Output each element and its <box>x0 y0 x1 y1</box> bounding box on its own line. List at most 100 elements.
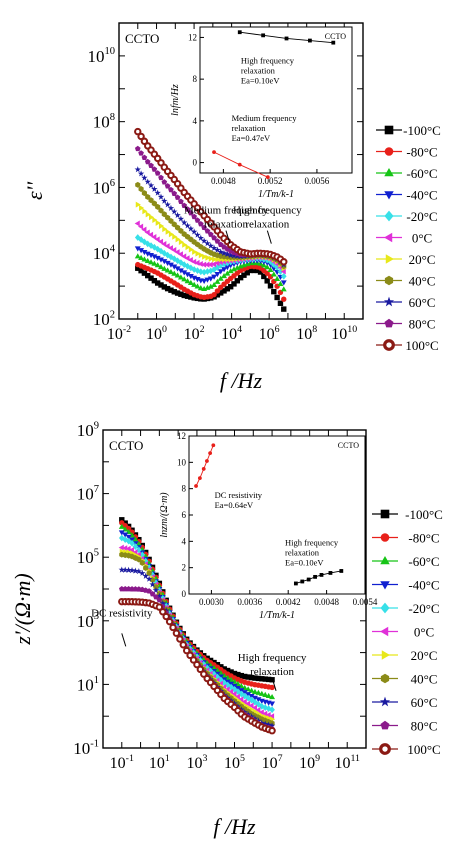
data-point <box>118 544 124 551</box>
inset-label: High frequency <box>285 537 339 547</box>
inset-x-tick-label: 0.0042 <box>276 597 301 607</box>
y-axis-label: ε'' <box>22 182 47 200</box>
data-point <box>241 690 248 696</box>
series-group <box>134 127 288 312</box>
data-point <box>174 272 181 278</box>
data-point <box>218 290 224 296</box>
data-point <box>198 252 204 259</box>
data-point <box>195 250 201 257</box>
y-tick-label: 105 <box>77 548 99 568</box>
data-point <box>181 292 187 299</box>
data-point <box>172 629 181 637</box>
data-point <box>208 255 214 262</box>
inset-point <box>237 162 242 167</box>
data-point <box>141 249 148 256</box>
data-point <box>144 229 150 236</box>
data-point <box>255 697 262 703</box>
plot-annotation: Medium frequency <box>184 205 268 217</box>
inset-point <box>308 38 312 43</box>
data-point <box>280 268 286 275</box>
data-point <box>146 570 152 577</box>
inset-x-tick-label: 0.0052 <box>258 176 283 186</box>
data-point <box>154 255 161 261</box>
data-point <box>171 208 178 215</box>
data-point <box>125 545 131 552</box>
data-point <box>197 268 204 276</box>
data-point <box>144 158 151 165</box>
data-point <box>137 132 145 141</box>
legend-label: 100°C <box>407 742 440 757</box>
legend-label: 40°C <box>409 274 436 289</box>
data-point <box>258 690 265 696</box>
data-point <box>221 288 227 294</box>
data-point <box>252 675 258 681</box>
data-point <box>167 245 173 252</box>
inset-label: Ea=0.47eV <box>232 133 271 143</box>
data-point <box>197 285 204 291</box>
legend-label: -80°C <box>406 145 437 160</box>
x-axis-label: f /Hz <box>220 368 263 393</box>
legend-item: -20°C <box>376 209 438 224</box>
data-point <box>135 568 143 575</box>
data-point <box>269 693 276 700</box>
data-point <box>241 272 247 278</box>
data-point <box>214 238 221 244</box>
data-point <box>211 291 217 298</box>
plot-annotation: DC resistivity <box>91 607 153 619</box>
data-point <box>134 166 141 173</box>
data-point <box>267 266 274 273</box>
data-point <box>118 566 125 573</box>
data-point <box>194 259 200 266</box>
data-point <box>227 251 234 258</box>
inset-frame <box>199 26 353 174</box>
data-point <box>252 708 259 715</box>
data-point <box>134 127 142 136</box>
data-point <box>187 225 195 232</box>
data-point <box>164 243 170 250</box>
data-point <box>137 223 144 230</box>
data-point <box>231 691 237 697</box>
data-point <box>139 569 146 576</box>
data-point <box>184 272 191 278</box>
inset-annotation: CCTO <box>338 441 359 450</box>
data-point <box>207 267 214 275</box>
legend-marker <box>381 650 390 660</box>
data-point <box>184 278 191 284</box>
data-point <box>262 676 268 682</box>
legend-item: 60°C <box>372 695 437 710</box>
data-point <box>167 269 174 275</box>
data-point <box>164 251 171 259</box>
x-tick-label: 10-2 <box>107 324 131 343</box>
data-point <box>174 249 180 256</box>
data-point <box>248 687 255 693</box>
data-point <box>158 223 165 229</box>
y-tick-label: 108 <box>93 112 115 132</box>
legend-item: 20°C <box>376 252 435 267</box>
data-point <box>251 704 258 711</box>
data-point <box>187 279 194 286</box>
data-point <box>138 248 145 254</box>
data-point <box>191 275 198 281</box>
data-point <box>224 265 231 271</box>
data-point <box>139 205 145 211</box>
data-point <box>255 707 261 713</box>
legend-label: 0°C <box>414 625 434 640</box>
legend-marker <box>380 673 390 684</box>
data-point <box>261 273 267 280</box>
inset-x-label: 1/Tm/k-1 <box>259 610 295 621</box>
data-point <box>141 256 148 262</box>
data-point <box>119 517 125 523</box>
chart-panel-a: 10-2 100 102 104 106 108 1010 102 104 106 108 1010 f… <box>22 22 441 393</box>
data-point <box>164 285 171 292</box>
data-point <box>161 249 168 257</box>
data-point <box>141 190 147 197</box>
data-point <box>138 254 145 260</box>
inset-point <box>331 40 336 45</box>
data-point <box>268 713 275 720</box>
data-point <box>174 257 181 265</box>
legend-item: 100°C <box>372 742 441 757</box>
data-point <box>151 260 158 266</box>
data-point <box>270 271 277 277</box>
data-point <box>274 263 280 271</box>
data-point <box>224 667 231 674</box>
